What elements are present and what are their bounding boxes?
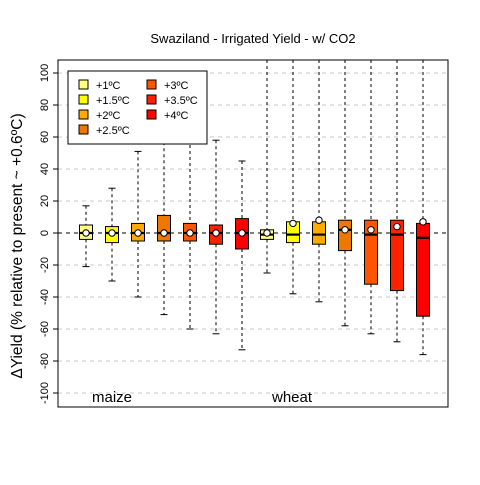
legend-label: +1.5ºC	[96, 95, 130, 107]
y-tick-label: -100	[39, 382, 51, 404]
mean-marker	[238, 229, 246, 237]
y-tick-label: 20	[39, 195, 51, 207]
mean-marker	[263, 229, 271, 237]
iqr-box	[338, 219, 352, 252]
mean-marker	[315, 216, 323, 224]
legend: +1ºC +1.5ºC +2ºC +2.5ºC +3ºC +3.5ºC +4ºC	[67, 70, 208, 145]
legend-item: +1ºC	[78, 79, 121, 92]
legend-label: +2.5ºC	[96, 125, 130, 137]
box-series	[79, 60, 430, 356]
y-tick-label: -40	[39, 289, 51, 305]
y-axis: -100 -80 -60 -40 -20 0 20 40 60 80 100	[39, 64, 59, 404]
boxplot-wheat-+1.5ºC	[286, 60, 300, 295]
boxplot-maize-+3.5ºC	[209, 139, 223, 335]
legend-item: +1.5ºC	[78, 94, 130, 107]
boxplot-wheat-+3ºC	[364, 60, 378, 335]
legend-label: +4ºC	[164, 110, 189, 122]
boxplot-wheat-+1ºC	[260, 60, 274, 274]
boxplot-maize-+2ºC	[131, 150, 145, 298]
iqr-box	[157, 214, 171, 242]
legend-label: +2ºC	[96, 110, 121, 122]
boxplot-wheat-+3.5ºC	[390, 60, 404, 343]
y-tick-label: 100	[39, 64, 51, 82]
legend-label: +3.5ºC	[164, 95, 198, 107]
y-tick-label: 0	[39, 230, 51, 236]
iqr-box	[312, 221, 326, 245]
boxplot-wheat-+2.5ºC	[338, 60, 352, 327]
iqr-box	[390, 219, 404, 292]
legend-swatch	[146, 109, 157, 120]
mean-marker	[108, 229, 116, 237]
mean-marker	[186, 229, 194, 237]
y-tick-label: 80	[39, 99, 51, 111]
mean-marker	[289, 219, 297, 228]
legend-item: +3ºC	[146, 79, 189, 92]
y-tick-label: -80	[39, 353, 51, 369]
boxplot-maize-+1ºC	[79, 205, 93, 268]
y-tick-label: 60	[39, 131, 51, 143]
legend-item: +2.5ºC	[78, 124, 130, 137]
legend-box	[67, 70, 208, 145]
mean-marker	[367, 226, 375, 234]
y-axis-label: ΔYield (% relative to present ~ +0.6ºC)	[9, 113, 26, 378]
legend-swatch	[146, 79, 157, 90]
boxplot-wheat-+4ºC	[416, 60, 430, 356]
legend-swatch	[78, 124, 89, 135]
boxplot-maize-+1.5ºC	[105, 187, 119, 282]
crop-label-wheat: wheat	[271, 389, 313, 406]
legend-label: +1ºC	[96, 80, 121, 92]
legend-swatch	[78, 79, 89, 90]
legend-label: +3ºC	[164, 80, 189, 92]
y-tick-label: -20	[39, 257, 51, 273]
boxplot-maize-+3ºC	[183, 120, 197, 330]
mean-marker	[419, 218, 427, 226]
chart-title: Swaziland - Irrigated Yield - w/ CO2	[150, 31, 355, 46]
legend-swatch	[146, 94, 157, 105]
mean-marker	[134, 229, 142, 237]
legend-swatch	[78, 94, 89, 105]
boxplot-maize-+4ºC	[235, 160, 249, 351]
mean-marker	[341, 226, 349, 234]
mean-marker	[82, 229, 90, 237]
legend-item: +2ºC	[78, 109, 121, 122]
boxplot-maize-+2.5ºC	[157, 123, 171, 316]
legend-swatch	[78, 109, 89, 120]
y-tick-label: 40	[39, 163, 51, 175]
crop-label-maize: maize	[92, 389, 132, 406]
mean-marker	[393, 222, 401, 231]
boxplot-wheat-+2ºC	[312, 60, 326, 303]
legend-item: +4ºC	[146, 109, 189, 122]
mean-marker	[160, 229, 168, 237]
iqr-box	[364, 219, 378, 285]
legend-item: +3.5ºC	[146, 94, 198, 107]
mean-marker	[212, 229, 220, 237]
y-tick-label: -60	[39, 321, 51, 337]
